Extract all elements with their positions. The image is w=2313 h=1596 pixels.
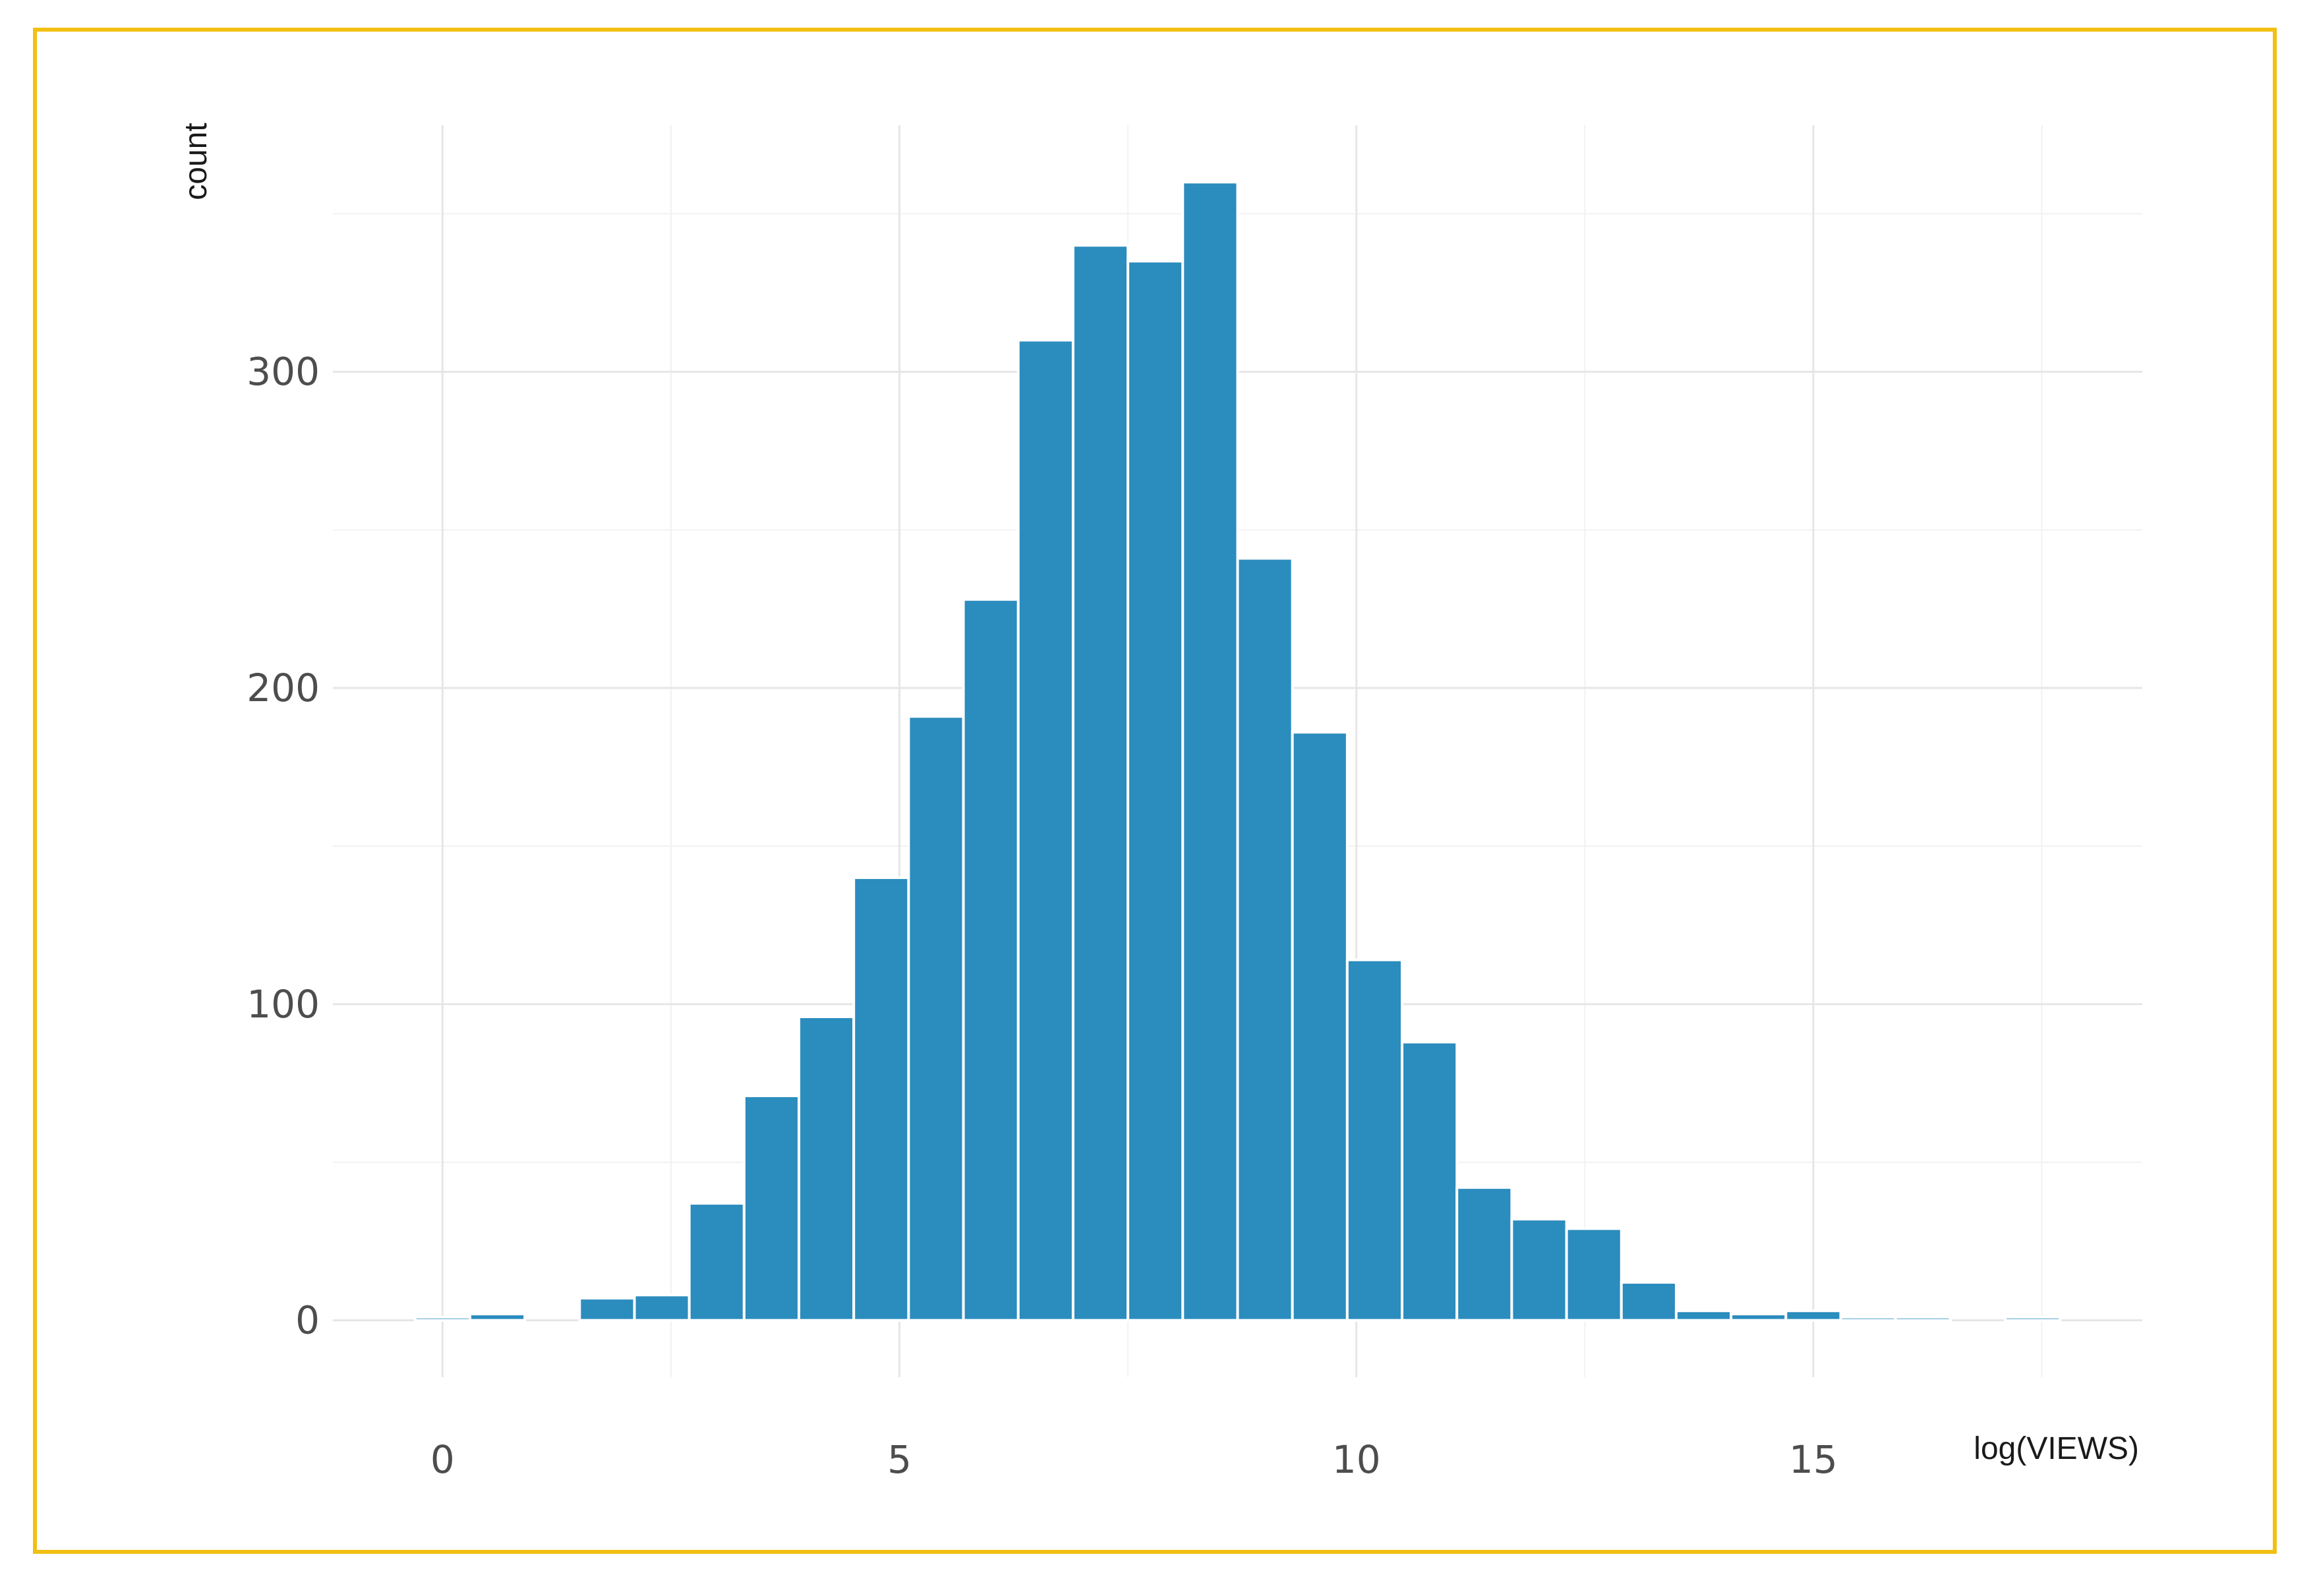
histogram-bar <box>1839 1315 1897 1322</box>
x-axis-title: log(VIEWS) <box>1974 1431 2139 1466</box>
histogram-bar <box>742 1094 801 1322</box>
histogram-bar <box>1565 1227 1623 1322</box>
histogram-bar <box>633 1294 691 1322</box>
histogram-bar <box>413 1315 471 1322</box>
y-tick-label: 0 <box>295 1298 320 1343</box>
histogram-bar <box>1291 731 1349 1322</box>
histogram-bar <box>1455 1186 1513 1322</box>
histogram-bar <box>1894 1315 1952 1322</box>
histogram-bar <box>1236 557 1294 1322</box>
x-tick-label: 15 <box>1789 1437 1838 1482</box>
histogram-bar <box>578 1297 636 1322</box>
histogram-bar <box>1784 1309 1842 1322</box>
histogram-bar <box>1181 181 1239 1322</box>
histogram-bar <box>1071 244 1130 1322</box>
histogram-bar <box>1620 1281 1678 1322</box>
y-tick-label: 300 <box>247 349 320 394</box>
histogram-bar <box>798 1015 856 1322</box>
histogram-bar <box>1730 1313 1788 1322</box>
histogram-bar <box>1401 1040 1459 1322</box>
histogram-bar <box>688 1202 746 1322</box>
x-tick-label: 5 <box>887 1437 912 1482</box>
histogram-bar <box>1510 1218 1568 1322</box>
x-tick-label: 10 <box>1332 1437 1381 1482</box>
tick-labels-layer: 0 5 10 15 0 100 200 300 <box>247 349 1838 1482</box>
bars-layer <box>413 181 2062 1322</box>
y-tick-label: 200 <box>247 666 320 710</box>
y-tick-label: 100 <box>247 982 320 1027</box>
histogram-bar <box>962 598 1020 1322</box>
x-tick-label: 0 <box>430 1437 455 1482</box>
y-axis-title: count <box>179 123 214 200</box>
histogram-bar <box>1674 1309 1733 1322</box>
histogram-bar <box>468 1313 527 1322</box>
histogram-bar <box>2004 1315 2062 1322</box>
histogram-bar <box>1345 958 1404 1322</box>
histogram-bar <box>1016 339 1074 1322</box>
histogram-bar <box>1127 260 1185 1322</box>
histogram-bar <box>907 715 965 1322</box>
histogram-bar <box>852 876 910 1322</box>
